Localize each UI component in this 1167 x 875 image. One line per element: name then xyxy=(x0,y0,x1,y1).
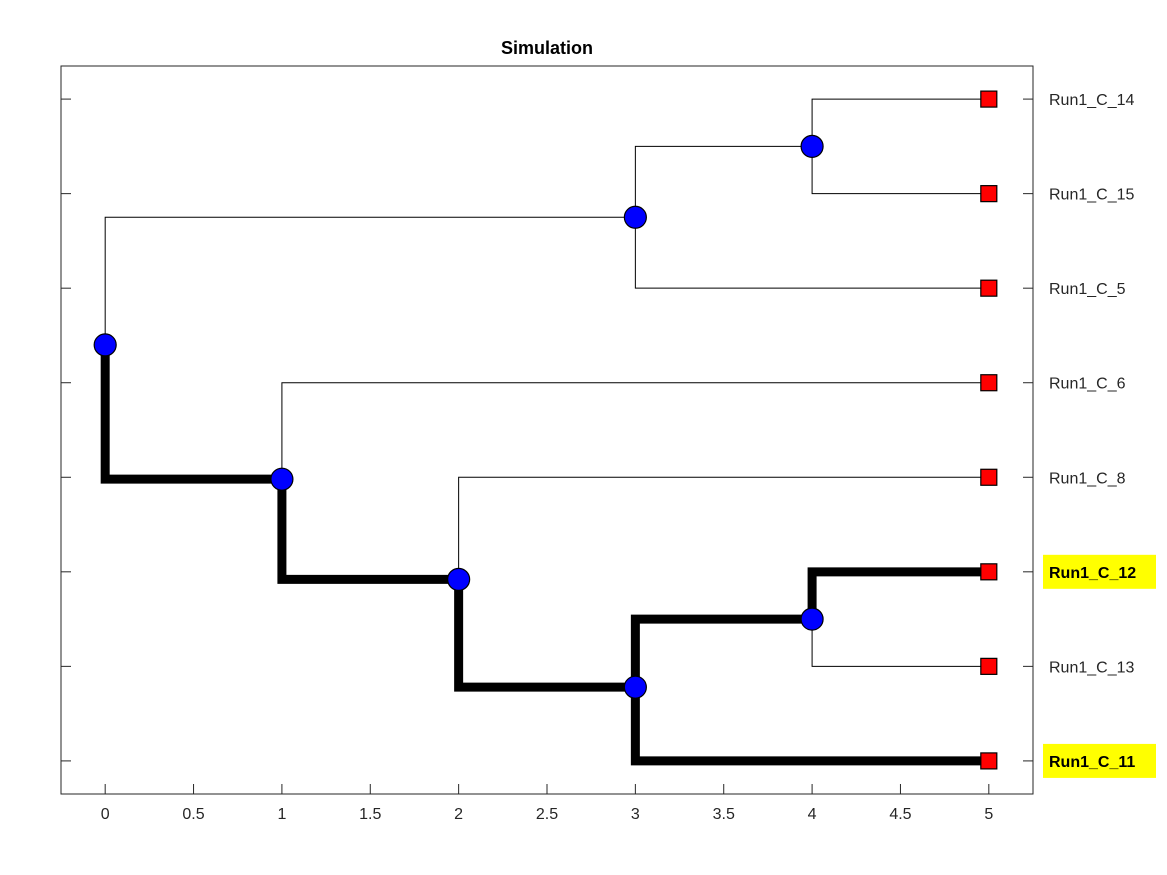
leaf-node xyxy=(980,468,998,486)
tree-edge xyxy=(807,567,989,620)
plot-frame xyxy=(60,65,1034,795)
tree-edge xyxy=(281,382,989,480)
tree-edge xyxy=(458,476,989,580)
leaf-node xyxy=(980,90,998,108)
internal-node xyxy=(800,607,824,631)
tree-edge xyxy=(104,216,636,345)
x-tick-label: 0 xyxy=(101,806,110,823)
tree-edge xyxy=(811,619,989,667)
internal-node xyxy=(800,134,824,158)
internal-node xyxy=(623,675,647,699)
leaf-label-highlight xyxy=(1043,554,1156,589)
leaf-label: Run1_C_11 xyxy=(1049,754,1135,771)
x-tick-label: 4.5 xyxy=(889,806,911,823)
labels-layer: Run1_C_14 Run1_C_15 Run1_C_5 Run1_C_6 Run1_C… xyxy=(1043,92,1156,778)
tree-edge xyxy=(454,579,636,692)
leaf-node xyxy=(980,752,998,770)
x-tick-label: 5 xyxy=(984,806,993,823)
leaf-node xyxy=(980,374,998,392)
leaf-label-highlight xyxy=(1043,743,1156,778)
leaf-label: Run1_C_13 xyxy=(1049,659,1135,676)
internal-node xyxy=(270,467,294,491)
x-tick-label: 4 xyxy=(808,806,817,823)
x-tick-label: 1 xyxy=(277,806,286,823)
internal-node xyxy=(93,333,117,357)
tree-edge xyxy=(100,344,282,484)
edges-layer xyxy=(100,98,989,766)
leaf-label: Run1_C_6 xyxy=(1049,376,1126,393)
leaf-label: Run1_C_5 xyxy=(1049,281,1126,298)
leaf-node xyxy=(980,657,998,675)
leaf-label: Run1_C_8 xyxy=(1049,470,1126,487)
leaf-node xyxy=(980,563,998,581)
tree-edge xyxy=(811,98,989,147)
x-tick-label: 2.5 xyxy=(536,806,558,823)
x-tick-label: 1.5 xyxy=(359,806,381,823)
x-tick-label: 3 xyxy=(631,806,640,823)
ticks-layer: 0 0.5 1 1.5 2 2.5 3 3.5 4 4.5 5 xyxy=(61,98,1033,823)
leaf-node xyxy=(980,279,998,297)
leaf-label: Run1_C_14 xyxy=(1049,92,1135,109)
x-tick-label: 3.5 xyxy=(713,806,735,823)
internal-node xyxy=(447,567,471,591)
x-tick-label: 0.5 xyxy=(182,806,204,823)
tree-edge xyxy=(277,479,459,584)
tree-edge xyxy=(811,146,989,195)
tree-edge xyxy=(630,687,989,766)
x-tick-label: 2 xyxy=(454,806,463,823)
leaf-label: Run1_C_15 xyxy=(1049,187,1135,204)
leaf-label: Run1_C_12 xyxy=(1049,565,1136,582)
tree-edge xyxy=(634,217,989,289)
chart-title: Simulation xyxy=(501,38,593,58)
internal-node xyxy=(623,205,647,229)
nodes-layer xyxy=(93,90,998,770)
leaf-node xyxy=(980,185,998,203)
tree-edge xyxy=(634,145,813,218)
tree-edge xyxy=(630,614,813,688)
